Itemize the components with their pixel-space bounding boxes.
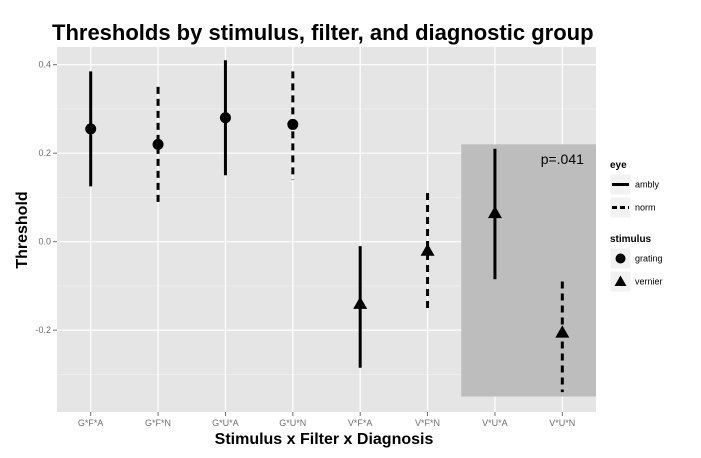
legend-label: vernier [635,277,663,287]
point-vernier [420,243,435,256]
x-tick-label: V*U*N [549,418,575,428]
x-axis-ticks: G*F*A G*F*N G*U*A G*U*N V*F*A V*F*N V*U*A V*U*N [78,412,575,428]
y-tick-label: -0.2 [35,325,51,335]
x-tick-label: V*U*A [482,418,508,428]
legend-label: grating [635,254,663,264]
x-tick-label: G*U*A [212,418,239,428]
legend-circle-icon [615,253,626,264]
legend-label: ambly [635,180,660,190]
x-tick-label: G*F*N [145,418,171,428]
point-vernier [487,205,502,219]
x-tick-label: G*F*A [78,418,104,428]
point-vernier [555,325,570,338]
highlight-region [461,144,596,397]
y-axis-title: Threshold [14,191,31,268]
legend-label: norm [635,203,656,213]
y-tick-label: 0.2 [38,148,51,158]
y-tick-label: 0.0 [38,237,51,247]
x-tick-label: V*F*A [348,418,373,428]
y-tick-label: 0.4 [38,60,51,70]
x-axis-title: Stimulus x Filter x Diagnosis [215,431,434,448]
x-tick-label: V*F*N [415,418,440,428]
y-axis-ticks: -0.2 0.0 0.2 0.4 [35,60,57,335]
point-grating [152,138,164,150]
point-grating [287,118,299,130]
point-vernier [353,296,368,309]
legend-title: stimulus [610,234,652,245]
legend: eye ambly norm stimulus grating vernier [609,160,663,293]
legend-title: eye [610,160,627,171]
x-tick-label: G*U*N [279,418,306,428]
annotation-pvalue: p=.041 [541,151,584,167]
data-points [85,112,570,338]
legend-triangle-icon [614,275,627,286]
point-grating [85,123,97,135]
chart-title: Thresholds by stimulus, filter, and diag… [52,20,594,45]
point-grating [219,112,231,124]
